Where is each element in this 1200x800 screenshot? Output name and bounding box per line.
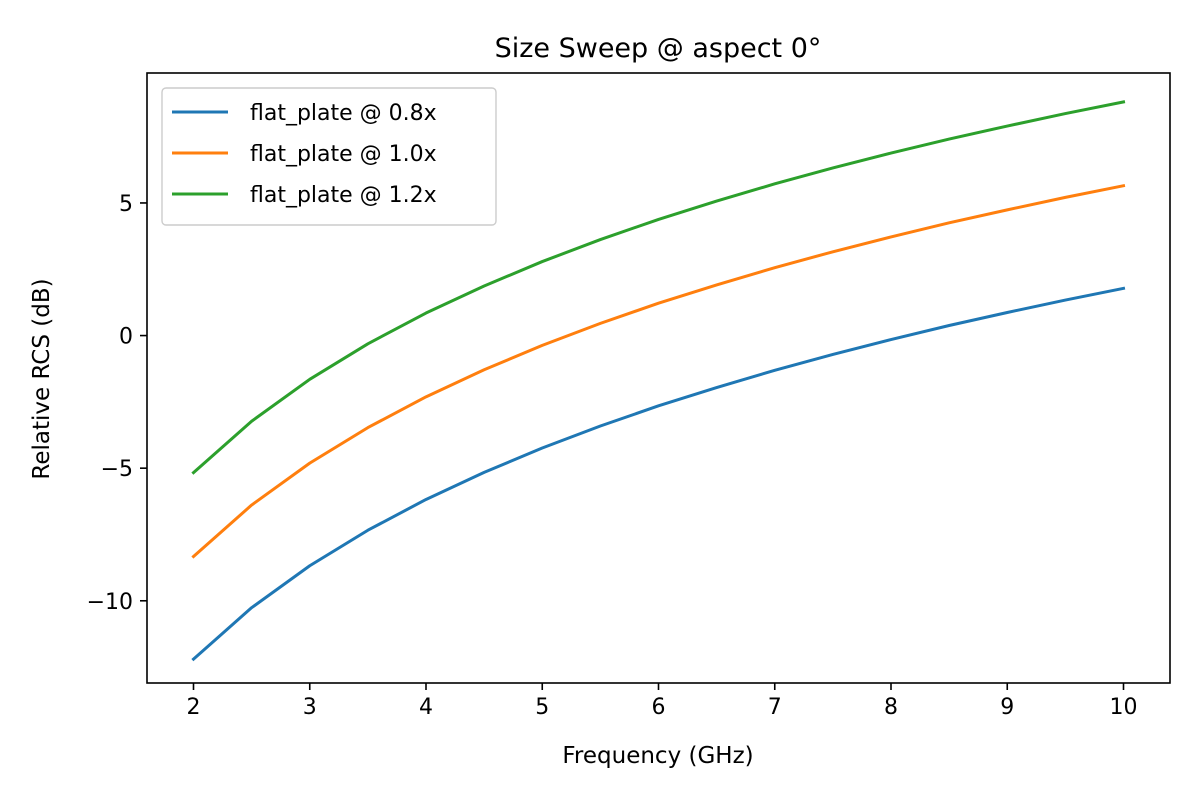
series-line-2 (191, 183, 1126, 559)
x-tick-label: 10 (1110, 695, 1138, 720)
plot-area: 2 3 4 5 6 7 8 9 10 −10 −5 0 5 flat_plate @ 0.8x flat_p… (87, 72, 1171, 720)
series-line-1 (191, 286, 1126, 662)
legend-label-3: flat_plate @ 1.2x (250, 183, 437, 208)
x-tick-label: 9 (1000, 695, 1014, 720)
legend-label-1: flat_plate @ 0.8x (250, 101, 437, 126)
series-line-3 (191, 100, 1126, 475)
x-tick-label: 5 (535, 695, 549, 720)
x-tick-label: 3 (303, 695, 317, 720)
chart-title: Size Sweep @ aspect 0° (495, 33, 822, 64)
y-tick-label: 0 (119, 325, 133, 350)
y-tick-label: 5 (119, 192, 133, 217)
x-tick-label: 4 (419, 695, 433, 720)
legend-box (161, 87, 497, 226)
x-axis-label: Frequency (GHz) (562, 743, 753, 769)
x-tick-label: 7 (768, 695, 782, 720)
y-tick-label: −10 (87, 590, 133, 615)
legend-label-2: flat_plate @ 1.0x (250, 142, 437, 167)
x-tick-label: 8 (884, 695, 898, 720)
x-tick-label: 6 (652, 695, 666, 720)
x-tick-label: 2 (187, 695, 201, 720)
y-tick-label: −5 (101, 457, 133, 482)
y-axis-label: Relative RCS (dB) (29, 278, 55, 479)
